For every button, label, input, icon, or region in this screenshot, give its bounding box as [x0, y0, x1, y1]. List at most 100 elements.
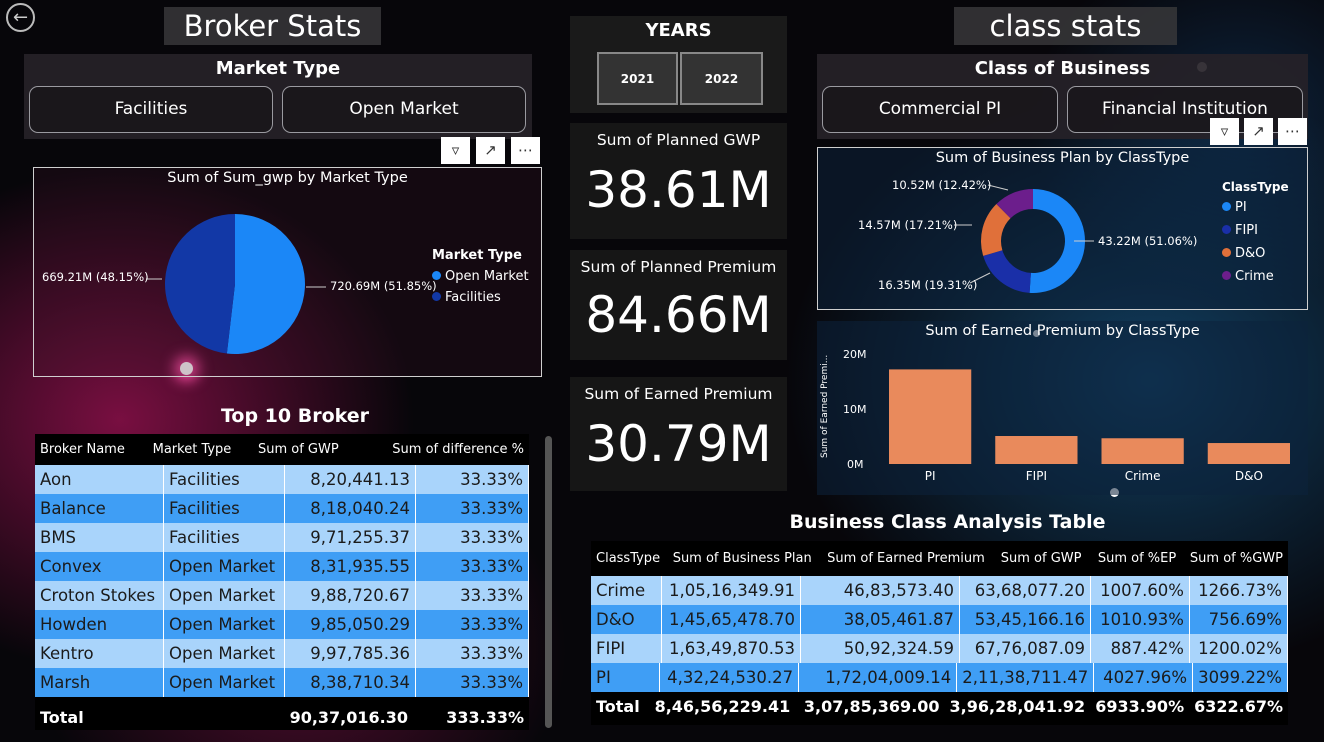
table-cell: 3099.22% — [1192, 663, 1288, 692]
focus-mode-icon[interactable]: ↗ — [1244, 118, 1273, 145]
table-row[interactable]: Crime 1,05,16,349.91 46,83,573.40 63,68,077… — [591, 576, 1288, 605]
table-scrollbar[interactable] — [545, 436, 552, 728]
bar-tick: 0M — [847, 458, 864, 471]
table-cell: 1,72,04,009.14 — [798, 663, 958, 692]
bar-pi[interactable] — [889, 369, 972, 464]
pie-slice-facilities[interactable] — [165, 214, 235, 354]
donut-label-pi: 43.22M (51.06%) — [1098, 234, 1198, 248]
kpi-value: 30.79M — [585, 415, 772, 473]
table-cell: 33.33% — [415, 465, 529, 494]
year-option-2021[interactable]: 2021 — [597, 52, 678, 105]
table-cell: D&O — [591, 605, 662, 634]
table-cell: Convex — [35, 552, 164, 581]
pie-slice-open-market[interactable] — [226, 214, 305, 354]
table-cell: 50,92,324.59 — [800, 634, 960, 663]
table-cell: 9,88,720.67 — [284, 581, 416, 610]
table-cell: 67,76,087.09 — [959, 634, 1091, 663]
pie-slice-fipi[interactable] — [983, 250, 1031, 293]
pie-slice-d-o[interactable] — [981, 204, 1011, 256]
table-total-row: Total 8,46,56,229.41 3,07,85,369.00 3,96… — [596, 697, 1283, 716]
table-cell: 8,20,441.13 — [284, 465, 416, 494]
filter-icon[interactable]: ▿ — [441, 137, 470, 164]
col-header[interactable]: Sum of %EP — [1097, 551, 1177, 566]
class-option-commercial-pi[interactable]: Commercial PI — [822, 86, 1058, 133]
year-option-2022[interactable]: 2022 — [680, 52, 763, 105]
table-row[interactable]: Aon Facilities 8,20,441.13 33.33% — [35, 465, 529, 494]
col-header[interactable]: Sum of Business Plan — [672, 551, 812, 566]
table-cell: 33.33% — [415, 494, 529, 523]
table-row[interactable]: Marsh Open Market 8,38,710.34 33.33% — [35, 668, 529, 697]
table-row[interactable]: BMS Facilities 9,71,255.37 33.33% — [35, 523, 529, 552]
filter-icon[interactable]: ▿ — [1210, 118, 1239, 145]
market-type-option-open-market[interactable]: Open Market — [282, 86, 526, 133]
pie-market-chart — [146, 214, 326, 354]
col-header[interactable]: ClassType — [596, 551, 661, 566]
more-options-icon[interactable]: ⋯ — [511, 137, 540, 164]
table-header-row: ClassType Sum of Business Plan Sum of Ea… — [591, 541, 1288, 576]
table-row[interactable]: PI 4,32,24,530.27 1,72,04,009.14 2,11,38,71… — [591, 663, 1288, 692]
kpi-label: Sum of Earned Premium — [584, 385, 773, 403]
bar-fipi[interactable] — [995, 436, 1078, 464]
table-row[interactable]: Convex Open Market 8,31,935.55 33.33% — [35, 552, 529, 581]
col-header[interactable]: Market Type — [152, 442, 232, 457]
col-header[interactable]: Sum of %GWP — [1189, 551, 1283, 566]
earned-premium-bar-visual[interactable]: Sum of Earned Premium by ClassType Sum o… — [817, 321, 1308, 495]
table-cell: Facilities — [163, 465, 285, 494]
class-stats-title: class stats — [954, 7, 1177, 45]
kpi-card-earned-premium: Sum of Earned Premium 30.79M — [570, 377, 787, 491]
col-header[interactable]: Sum of GWP — [1000, 551, 1082, 566]
back-arrow-icon[interactable]: ← — [6, 3, 35, 32]
table-cell: 1266.73% — [1189, 576, 1288, 605]
market-type-slicer: Market Type Facilities Open Market — [24, 54, 532, 139]
table-cell: 63,68,077.20 — [959, 576, 1091, 605]
table-row[interactable]: Howden Open Market 9,85,050.29 33.33% — [35, 610, 529, 639]
table-cell: 8,38,710.34 — [284, 668, 416, 697]
table-cell: Facilities — [163, 523, 285, 552]
table-cell: Howden — [35, 610, 164, 639]
table-cell: 8,18,040.24 — [284, 494, 416, 523]
market-type-option-facilities[interactable]: Facilities — [29, 86, 273, 133]
kpi-card-planned-gwp: Sum of Planned GWP 38.61M — [570, 123, 787, 239]
table-header-row: Broker Name Market Type Sum of GWP Sum o… — [35, 434, 529, 465]
pie-market-label-open-market: 720.69M (51.85%) — [330, 279, 437, 293]
table-row[interactable]: FIPI 1,63,49,870.53 50,92,324.59 67,76,087.… — [591, 634, 1288, 663]
col-header[interactable]: Broker Name — [40, 442, 125, 457]
col-header[interactable]: Sum of GWP — [257, 442, 339, 457]
table-row[interactable]: Kentro Open Market 9,97,785.36 33.33% — [35, 639, 529, 668]
table-cell: 33.33% — [415, 639, 529, 668]
bar-crime[interactable] — [1101, 438, 1184, 464]
bar-category-label: PI — [924, 469, 936, 483]
table-row[interactable]: Balance Facilities 8,18,040.24 33.33% — [35, 494, 529, 523]
table-cell: 33.33% — [415, 668, 529, 697]
years-slicer: YEARS 2021 2022 — [570, 16, 787, 113]
donut-title: Sum of Business Plan by ClassType — [935, 150, 1190, 166]
kpi-label: Sum of Planned GWP — [596, 131, 761, 149]
class-analysis-table[interactable]: ClassType Sum of Business Plan Sum of Ea… — [591, 541, 1288, 725]
table-cell: 33.33% — [415, 523, 529, 552]
table-cell: Balance — [35, 494, 164, 523]
table-cell: 9,85,050.29 — [284, 610, 416, 639]
bar-tick: 20M — [843, 348, 867, 361]
broker-stats-title: Broker Stats — [164, 7, 381, 45]
bar-chart — [889, 369, 1290, 464]
table-cell: 33.33% — [415, 610, 529, 639]
table-row[interactable]: D&O 1,45,65,478.70 38,05,461.87 53,45,166.1… — [591, 605, 1288, 634]
table-row[interactable]: Croton Stokes Open Market 9,88,720.67 33.33… — [35, 581, 529, 610]
table-cell: Open Market — [163, 668, 285, 697]
donut-class-chart — [954, 184, 1094, 293]
top-broker-table[interactable]: Broker Name Market Type Sum of GWP Sum o… — [35, 434, 529, 730]
table-cell: Croton Stokes — [35, 581, 164, 610]
bar-d-o[interactable] — [1207, 443, 1290, 464]
more-options-icon[interactable]: ⋯ — [1278, 118, 1307, 145]
table-cell: 1007.60% — [1090, 576, 1190, 605]
market-type-pie-visual[interactable]: Sum of Sum_gwp by Market Type 669.21M (4… — [33, 167, 542, 377]
focus-mode-icon[interactable]: ↗ — [476, 137, 505, 164]
table-cell: 756.69% — [1189, 605, 1288, 634]
table-cell: 8,31,935.55 — [284, 552, 416, 581]
col-header[interactable]: Sum of difference % — [392, 442, 524, 457]
pie-slice-crime[interactable] — [996, 189, 1033, 219]
pie-slice-pi[interactable] — [1029, 189, 1085, 293]
class-donut-visual[interactable]: Sum of Business Plan by ClassType 43.22M… — [817, 147, 1308, 310]
legend-item: Crime — [1222, 269, 1289, 284]
col-header[interactable]: Sum of Earned Premium — [827, 551, 985, 566]
